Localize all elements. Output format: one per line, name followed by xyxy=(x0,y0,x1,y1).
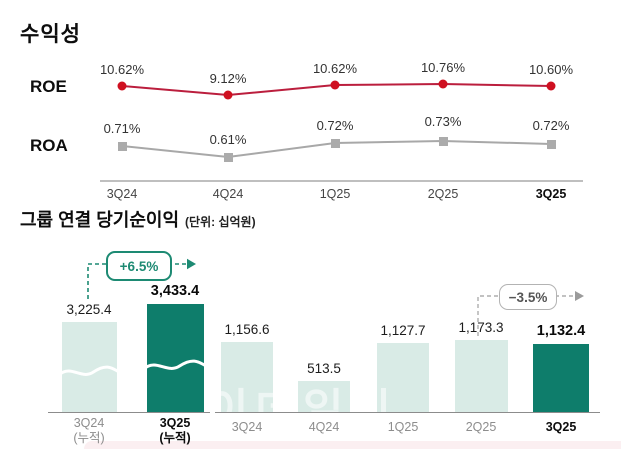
bottom-panel-edge xyxy=(84,441,621,449)
bar-x-label: 3Q24 xyxy=(231,420,263,434)
roa-value: 0.73% xyxy=(424,114,462,129)
bar-x-label-line: 3Q25 xyxy=(159,416,191,430)
roa-value: 0.72% xyxy=(316,118,354,133)
bar-value-highlight: 3,433.4 xyxy=(150,283,200,299)
bar-value: 1,127.7 xyxy=(380,323,426,338)
bar-x-label-current: 3Q25 xyxy=(545,420,577,434)
axis-break-wave xyxy=(147,359,204,370)
roe-value: 10.76% xyxy=(420,60,466,75)
roe-value: 10.62% xyxy=(312,61,358,76)
roa-value: 0.61% xyxy=(209,132,247,147)
line-x-label: 2Q25 xyxy=(427,187,459,201)
roe-series-label: ROE xyxy=(30,77,67,96)
roe-value: 10.62% xyxy=(99,62,145,77)
line-x-label: 3Q24 xyxy=(106,187,138,201)
line-chart-plot xyxy=(100,79,583,182)
bar-1q25 xyxy=(377,343,429,412)
roe-markers xyxy=(117,79,556,100)
arrow-right-icon xyxy=(187,258,196,270)
bar-value: 513.5 xyxy=(307,361,341,376)
bar-value: 1,173.3 xyxy=(458,320,504,335)
bar-3q25 xyxy=(533,344,589,412)
bar-x-label: 4Q24 xyxy=(308,420,340,434)
bar-x-label: 2Q25 xyxy=(465,420,497,434)
bar-chart-unit-label: (단위: 십억원) xyxy=(185,215,256,229)
bar-3q24-cumulative xyxy=(62,322,117,412)
roa-value: 0.72% xyxy=(532,118,570,133)
roe-value: 10.60% xyxy=(528,62,574,77)
bar-3q24 xyxy=(221,342,273,412)
bar-chart-title: 그룹 연결 당기순이익 (단위: 십억원) xyxy=(20,206,256,232)
roa-series-label: ROA xyxy=(30,136,68,155)
line-x-label-current: 3Q25 xyxy=(535,187,567,201)
arrow-right-icon xyxy=(575,291,584,301)
roa-value: 0.71% xyxy=(103,121,141,136)
decrease-annotation-badge: −3.5% xyxy=(499,284,557,310)
bar-x-label-line: (누적) xyxy=(73,431,105,445)
bar-value: 1,156.6 xyxy=(224,322,270,337)
bar-x-label: 1Q25 xyxy=(387,420,419,434)
bar-axis-right xyxy=(215,412,600,413)
page-title: 수익성 xyxy=(20,23,81,46)
watermark: 이데일리 xyxy=(208,386,398,435)
bar-chart-title-text: 그룹 연결 당기순이익 xyxy=(20,210,180,230)
line-x-label: 4Q24 xyxy=(212,187,244,201)
bar-x-label-cumulative: 3Q24 (누적) xyxy=(73,416,104,446)
bar-2q25 xyxy=(455,340,508,412)
axis-break-wave xyxy=(62,365,117,376)
roa-markers xyxy=(118,137,556,162)
bar-x-label-cumulative-current: 3Q25 (누적) xyxy=(159,416,190,446)
roe-value: 9.12% xyxy=(209,71,247,86)
bar-axis-left xyxy=(48,412,210,413)
bar-3q25-cumulative xyxy=(147,304,204,412)
bar-4q24 xyxy=(298,381,350,412)
bar-value: 3,225.4 xyxy=(66,302,112,317)
increase-annotation-badge: +6.5% xyxy=(106,251,172,281)
line-x-label: 1Q25 xyxy=(319,187,351,201)
bar-value-highlight: 1,132.4 xyxy=(536,323,586,339)
bar-x-label-line: (누적) xyxy=(159,431,191,445)
bar-x-label-line: 3Q24 xyxy=(73,416,105,430)
